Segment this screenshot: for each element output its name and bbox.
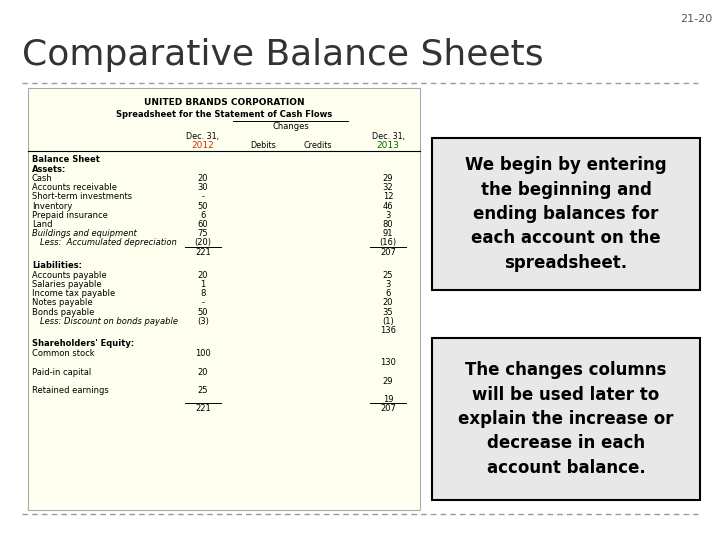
Text: 130: 130 — [380, 359, 396, 367]
Text: Credits: Credits — [304, 141, 332, 150]
Text: 50: 50 — [198, 201, 208, 211]
Text: Liabilities:: Liabilities: — [32, 261, 82, 270]
Text: Accounts payable: Accounts payable — [32, 271, 107, 280]
Text: Retained earnings: Retained earnings — [32, 386, 109, 395]
Text: 75: 75 — [198, 229, 208, 238]
Text: 221: 221 — [195, 404, 211, 414]
Text: 3: 3 — [385, 280, 391, 289]
Text: Balance Sheet: Balance Sheet — [32, 155, 100, 164]
Text: 207: 207 — [380, 248, 396, 256]
Text: 80: 80 — [383, 220, 393, 229]
Text: 35: 35 — [383, 308, 393, 316]
Text: 6: 6 — [385, 289, 391, 298]
Text: 21-20: 21-20 — [680, 14, 712, 24]
Text: 12: 12 — [383, 192, 393, 201]
Text: Prepaid insurance: Prepaid insurance — [32, 211, 108, 220]
Text: The changes columns
will be used later to
explain the increase or
decrease in ea: The changes columns will be used later t… — [458, 361, 674, 477]
Text: 25: 25 — [383, 271, 393, 280]
Text: 30: 30 — [198, 183, 208, 192]
Text: Common stock: Common stock — [32, 349, 94, 358]
Text: (16): (16) — [379, 238, 397, 247]
Text: -: - — [202, 192, 204, 201]
Text: Land: Land — [32, 220, 53, 229]
Text: 29: 29 — [383, 377, 393, 386]
Text: 20: 20 — [198, 271, 208, 280]
Text: 100: 100 — [195, 349, 211, 358]
Text: We begin by entering
the beginning and
ending balances for
each account on the
s: We begin by entering the beginning and e… — [465, 157, 667, 272]
Text: 8: 8 — [200, 289, 206, 298]
Text: Shareholders' Equity:: Shareholders' Equity: — [32, 339, 134, 348]
Text: 1: 1 — [200, 280, 206, 289]
Text: Accounts receivable: Accounts receivable — [32, 183, 117, 192]
Text: Debits: Debits — [250, 141, 276, 150]
Text: Dec. 31,: Dec. 31, — [372, 132, 405, 141]
Text: 29: 29 — [383, 174, 393, 183]
Text: Spreadsheet for the Statement of Cash Flows: Spreadsheet for the Statement of Cash Fl… — [116, 110, 332, 119]
Text: 2012: 2012 — [192, 141, 215, 150]
Text: 3: 3 — [385, 211, 391, 220]
Text: 25: 25 — [198, 386, 208, 395]
FancyBboxPatch shape — [28, 88, 420, 510]
Text: 19: 19 — [383, 395, 393, 404]
Text: 20: 20 — [198, 174, 208, 183]
Text: 6: 6 — [200, 211, 206, 220]
Text: 91: 91 — [383, 229, 393, 238]
Text: Less:  Accumulated depreciation: Less: Accumulated depreciation — [40, 238, 176, 247]
Text: -: - — [202, 299, 204, 307]
Text: Income tax payable: Income tax payable — [32, 289, 115, 298]
Text: Buildings and equipment: Buildings and equipment — [32, 229, 137, 238]
Text: (20): (20) — [194, 238, 212, 247]
Text: Bonds payable: Bonds payable — [32, 308, 94, 316]
Text: 60: 60 — [198, 220, 208, 229]
Text: 20: 20 — [198, 368, 208, 376]
Text: (1): (1) — [382, 317, 394, 326]
Text: Dec. 31,: Dec. 31, — [186, 132, 220, 141]
Text: Short-term investments: Short-term investments — [32, 192, 132, 201]
Text: 221: 221 — [195, 248, 211, 256]
Text: Changes: Changes — [272, 122, 309, 131]
Text: (3): (3) — [197, 317, 209, 326]
Text: UNITED BRANDS CORPORATION: UNITED BRANDS CORPORATION — [144, 98, 305, 107]
Text: 32: 32 — [383, 183, 393, 192]
Text: Paid-in capital: Paid-in capital — [32, 368, 91, 376]
Text: 207: 207 — [380, 404, 396, 414]
FancyBboxPatch shape — [432, 338, 700, 500]
Text: Assets:: Assets: — [32, 165, 66, 174]
Text: 20: 20 — [383, 299, 393, 307]
Text: 46: 46 — [383, 201, 393, 211]
Text: Less: Discount on bonds payable: Less: Discount on bonds payable — [40, 317, 178, 326]
Text: Comparative Balance Sheets: Comparative Balance Sheets — [22, 38, 544, 72]
FancyBboxPatch shape — [432, 138, 700, 290]
Text: Salaries payable: Salaries payable — [32, 280, 102, 289]
Text: 136: 136 — [380, 326, 396, 335]
Text: 2013: 2013 — [377, 141, 400, 150]
Text: Cash: Cash — [32, 174, 53, 183]
Text: Inventory: Inventory — [32, 201, 73, 211]
Text: 50: 50 — [198, 308, 208, 316]
Text: Notes payable: Notes payable — [32, 299, 93, 307]
